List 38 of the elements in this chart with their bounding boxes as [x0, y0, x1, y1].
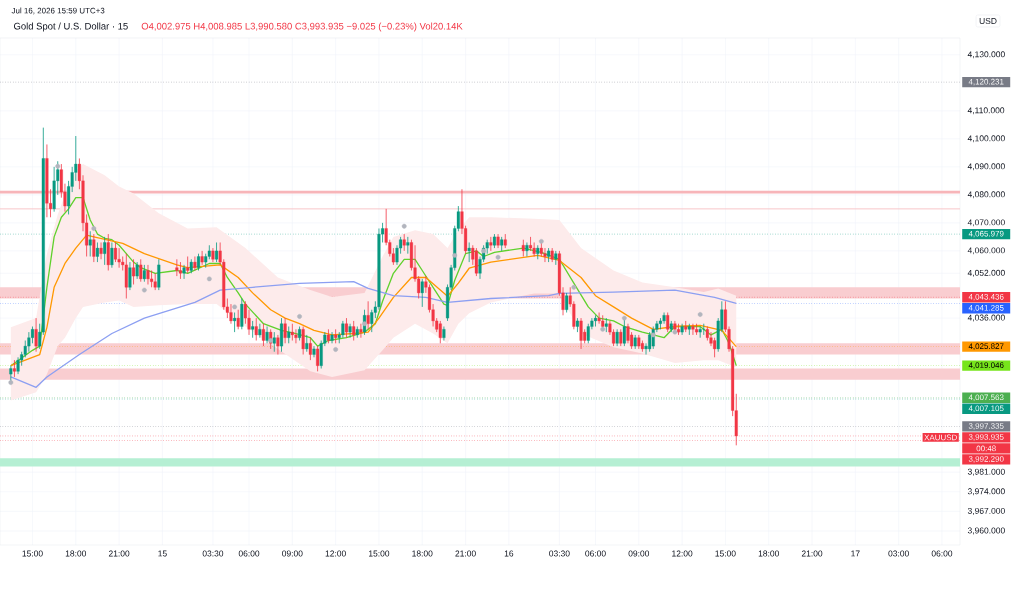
x-tick-label: 15:00: [369, 550, 390, 557]
x-tick-label: 18:00: [758, 550, 779, 557]
y-tick-label: 4,100.000: [967, 135, 1005, 143]
x-tick-label: 12:00: [325, 550, 346, 557]
y-tick-label: 4,130.000: [967, 51, 1005, 59]
y-tick-label: 4,080.000: [967, 191, 1005, 199]
x-tick-label: 18:00: [65, 550, 87, 557]
x-tick-label: 21:00: [108, 550, 130, 557]
x-tick-label: 09:00: [282, 550, 303, 557]
y-tick-label: 3,974.000: [967, 488, 1005, 496]
x-tick-label: 18:00: [412, 550, 433, 557]
x-tick-label: 03:30: [549, 550, 570, 557]
x-tick-label: 03:00: [888, 550, 909, 557]
x-tick-label: 15:00: [715, 550, 736, 557]
x-tick-label: 03:30: [202, 550, 224, 557]
chart-title: Gold Spot / U.S. Dollar · 15: [13, 22, 128, 32]
y-tick-label: 4,052.000: [967, 269, 1005, 277]
y-tick-label: 3,967.000: [967, 507, 1005, 515]
x-tick-label: 12:00: [672, 550, 693, 557]
y-tick-label: 4,060.000: [967, 247, 1005, 255]
x-tick-label: 15:00: [22, 550, 43, 557]
x-tick-label: 17: [851, 550, 860, 557]
y-tick-label: 4,110.000: [967, 107, 1005, 115]
y-tick-label: 4,090.000: [967, 163, 1005, 171]
x-tick-label: 16: [504, 550, 514, 557]
x-tick-label: 06:00: [238, 550, 260, 557]
chart-subtitle: O4,002.975 H4,008.985 L3,990.580 C3,993.935 −9.025 (−0.23%) Vol20.14K: [141, 22, 463, 32]
x-tick-label: 21:00: [455, 550, 476, 557]
y-tick-label: 3,960.000: [967, 527, 1005, 535]
y-tick-label: 4,036.000: [967, 314, 1005, 322]
x-tick-label: 06:00: [931, 550, 953, 557]
x-tick-label: 21:00: [801, 550, 823, 557]
y-tick-label: 3,981.000: [967, 468, 1005, 476]
y-tick-label: 4,070.000: [967, 219, 1005, 227]
x-tick-label: 09:00: [628, 550, 650, 557]
x-tick-label: 15: [158, 550, 167, 557]
x-tick-label: 06:00: [585, 550, 606, 557]
y-axis-title: USD: [979, 18, 997, 24]
